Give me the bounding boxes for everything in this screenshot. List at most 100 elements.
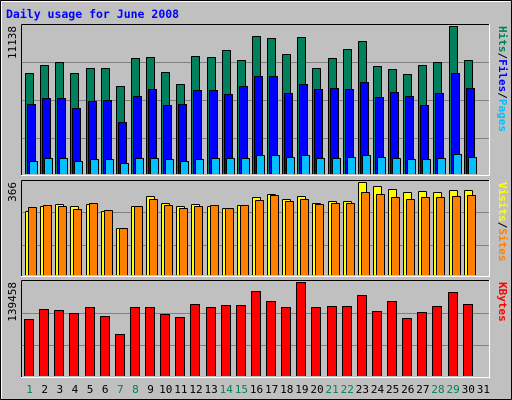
legend-: / <box>496 92 509 99</box>
bar-sites-day-1 <box>28 207 37 275</box>
bar-files-day-20-fill <box>314 89 323 174</box>
bar-sites-day-20 <box>315 204 324 275</box>
bar-sites-day-30 <box>467 195 476 275</box>
bar-kbytes-day-2-fill <box>39 309 49 376</box>
bar-files-day-21-fill <box>330 88 339 174</box>
bar-pages-day-2 <box>44 158 53 174</box>
bar-kbytes-day-18-fill <box>281 307 291 376</box>
bar-kbytes-day-17 <box>266 301 276 376</box>
bar-sites-day-9-fill <box>149 199 158 275</box>
bar-kbytes-day-25 <box>387 301 397 376</box>
day-label-21: 21 <box>326 383 339 396</box>
bar-pages-day-4-fill <box>74 161 83 174</box>
legend-sites: Sites <box>496 228 509 261</box>
bar-pages-day-6-fill <box>105 159 114 174</box>
bar-pages-day-24 <box>377 157 386 174</box>
bar-sites-day-19 <box>300 199 309 275</box>
bar-kbytes-day-7-fill <box>115 334 125 376</box>
bar-sites-day-8 <box>134 206 143 275</box>
bar-sites-day-2 <box>43 205 52 275</box>
bar-kbytes-day-9 <box>145 307 155 376</box>
bar-files-day-15-fill <box>239 86 248 174</box>
bar-pages-day-7-fill <box>120 163 129 174</box>
bar-pages-day-3 <box>59 158 68 174</box>
day-label-5: 5 <box>87 383 94 396</box>
bar-kbytes-day-21-fill <box>327 306 337 376</box>
bar-files-day-17-fill <box>269 76 278 174</box>
bar-files-day-6-fill <box>103 100 112 174</box>
bar-pages-day-14 <box>226 158 235 174</box>
bar-kbytes-day-16 <box>251 291 261 376</box>
bar-sites-day-6-fill <box>104 210 113 275</box>
day-label-19: 19 <box>295 383 308 396</box>
bar-kbytes-day-9-fill <box>145 307 155 376</box>
day-label-15: 15 <box>235 383 248 396</box>
kbytes-panel: 139458 KBytes <box>6 280 509 378</box>
bar-files-day-27-fill <box>420 105 429 174</box>
day-label-30: 30 <box>462 383 475 396</box>
bar-pages-day-10-fill <box>165 159 174 174</box>
bar-sites-day-9 <box>149 199 158 275</box>
bar-kbytes-day-26 <box>402 318 412 376</box>
bar-kbytes-day-29-fill <box>448 292 458 376</box>
bar-sites-day-22 <box>346 203 355 275</box>
bar-kbytes-day-5 <box>85 307 95 376</box>
day-label-28: 28 <box>431 383 444 396</box>
bar-sites-day-6 <box>104 210 113 275</box>
bar-kbytes-day-30 <box>463 304 473 376</box>
bar-files-day-2-fill <box>42 98 51 174</box>
bar-sites-day-29 <box>452 196 461 275</box>
bar-sites-day-23-fill <box>361 192 370 275</box>
bar-pages-day-15 <box>241 158 250 174</box>
bar-sites-day-13-fill <box>210 205 219 275</box>
day-label-12: 12 <box>189 383 202 396</box>
bar-files-day-26-fill <box>405 96 414 174</box>
bar-sites-day-15 <box>240 205 249 275</box>
bar-pages-day-19-fill <box>301 155 310 174</box>
bar-files-day-24-fill <box>375 97 384 174</box>
bar-sites-day-21 <box>331 203 340 275</box>
bar-sites-day-29-fill <box>452 196 461 275</box>
bar-files-day-10-fill <box>163 105 172 174</box>
bar-pages-day-19 <box>301 155 310 174</box>
bar-kbytes-day-25-fill <box>387 301 397 376</box>
bar-kbytes-day-14-fill <box>221 305 231 376</box>
bar-kbytes-day-24 <box>372 311 382 376</box>
bar-pages-day-11 <box>180 161 189 174</box>
bar-files-day-16-fill <box>254 76 263 174</box>
day-label-6: 6 <box>102 383 109 396</box>
bar-kbytes-day-26-fill <box>402 318 412 376</box>
bar-kbytes-day-14 <box>221 305 231 376</box>
bar-sites-day-13 <box>210 205 219 275</box>
bar-sites-day-7-fill <box>119 228 128 275</box>
kbytes-panel-ymax-label: 139458 <box>6 282 19 322</box>
bar-sites-day-16-fill <box>255 200 264 275</box>
bar-pages-day-16 <box>256 155 265 174</box>
day-label-16: 16 <box>250 383 263 396</box>
bar-pages-day-15-fill <box>241 158 250 174</box>
day-label-24: 24 <box>371 383 385 396</box>
bar-kbytes-day-20-fill <box>311 307 321 376</box>
bar-files-day-25-fill <box>390 92 399 174</box>
bar-kbytes-day-6-fill <box>100 316 110 376</box>
bar-pages-day-9-fill <box>150 158 159 174</box>
bar-files-day-12-fill <box>193 90 202 174</box>
bar-pages-day-28 <box>437 158 446 174</box>
bar-pages-day-8 <box>135 158 144 174</box>
requests-panel-right-label: Hits/Files/Pages <box>496 26 509 132</box>
visits-panel-right-label: Visits/Sites <box>496 182 509 262</box>
day-label-11: 11 <box>174 383 187 396</box>
bar-pages-day-25-fill <box>392 158 401 174</box>
bar-pages-day-24-fill <box>377 157 386 174</box>
bar-pages-day-5 <box>90 159 99 174</box>
bar-pages-day-22-fill <box>347 157 356 174</box>
bar-kbytes-day-22 <box>342 306 352 376</box>
day-label-1: 1 <box>26 383 33 396</box>
bar-kbytes-day-15 <box>236 305 246 376</box>
bar-files-day-28-fill <box>435 93 444 174</box>
day-label-14: 14 <box>220 383 234 396</box>
legend-: / <box>496 53 509 60</box>
bar-sites-day-28-fill <box>436 197 445 275</box>
bar-sites-day-11 <box>179 208 188 275</box>
